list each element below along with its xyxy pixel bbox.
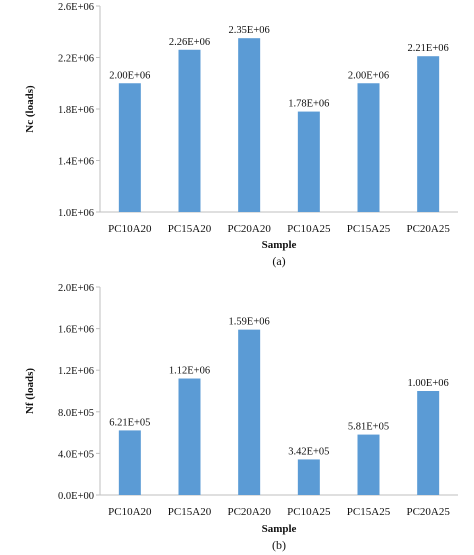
data-label: 1.12E+06 [169, 366, 210, 377]
y-tick-label: 2.6E+06 [58, 2, 94, 13]
data-label: 1.78E+06 [288, 99, 329, 110]
x-axis-title: Sample [262, 239, 297, 251]
bar-pc10a20 [118, 83, 141, 212]
data-label: 1.59E+06 [229, 317, 270, 328]
x-tick-label: PC10A25 [287, 223, 331, 235]
x-tick-label: PC15A20 [168, 506, 212, 518]
bar-pc20a20 [238, 38, 261, 212]
y-tick-label: 1.2E+06 [58, 366, 94, 377]
data-label: 5.81E+05 [348, 422, 389, 433]
y-tick-label: 1.8E+06 [58, 105, 94, 116]
bar-pc15a25 [357, 434, 380, 495]
data-label: 1.00E+06 [408, 378, 449, 389]
y-tick-label: 1.6E+06 [58, 325, 94, 336]
bar-pc15a20 [178, 378, 201, 495]
data-label: 6.21E+05 [109, 417, 150, 428]
bar-pc20a25 [417, 391, 440, 495]
bar-pc15a25 [357, 83, 380, 212]
y-tick-label: 2.0E+06 [58, 283, 94, 294]
data-label: 3.42E+05 [288, 446, 329, 457]
x-tick-label: PC20A25 [406, 223, 450, 235]
x-tick-label: PC20A20 [227, 223, 271, 235]
y-axis-title: Nc (loads) [24, 85, 36, 133]
data-label: 2.00E+06 [348, 70, 389, 81]
x-tick-label: PC20A20 [227, 506, 271, 518]
bar-pc15a20 [178, 49, 201, 213]
bar-pc10a25 [297, 459, 320, 495]
data-label: 2.21E+06 [408, 43, 449, 54]
y-tick-label: 2.2E+06 [58, 54, 94, 65]
y-tick-label: 1.4E+06 [58, 157, 94, 168]
figure-caption: (b) [272, 538, 286, 552]
x-tick-label: PC15A25 [347, 223, 391, 235]
y-axis-title: Nf (loads) [24, 368, 36, 414]
y-tick-label: 0.0E+00 [58, 491, 94, 502]
chart-nf: 0.0E+00 4.0E+05 8.0E+05 1.2E+06 1.6E+06 2.0E+… [24, 283, 458, 552]
x-axis-title: Sample [262, 523, 297, 535]
x-tick-label: PC15A20 [168, 223, 212, 235]
bar-pc20a25 [417, 56, 440, 213]
data-label: 2.00E+06 [109, 70, 150, 81]
x-tick-label: PC10A20 [108, 223, 152, 235]
data-label: 2.35E+06 [229, 25, 270, 36]
x-tick-label: PC15A25 [347, 506, 391, 518]
chart-nc: 1.0E+06 1.4E+06 1.8E+06 2.2E+06 2.6E+06 2.00E… [24, 2, 458, 268]
bar-pc20a20 [238, 329, 261, 495]
y-tick-label: 4.0E+05 [58, 449, 94, 460]
bar-pc10a25 [297, 111, 320, 212]
y-tick-label: 8.0E+05 [58, 408, 94, 419]
figure-caption: (a) [272, 254, 285, 268]
x-tick-label: PC10A20 [108, 506, 152, 518]
bar-pc10a20 [118, 430, 141, 495]
y-tick-label: 1.0E+06 [58, 208, 94, 219]
x-tick-label: PC10A25 [287, 506, 331, 518]
x-tick-label: PC20A25 [406, 506, 450, 518]
data-label: 2.26E+06 [169, 37, 210, 48]
